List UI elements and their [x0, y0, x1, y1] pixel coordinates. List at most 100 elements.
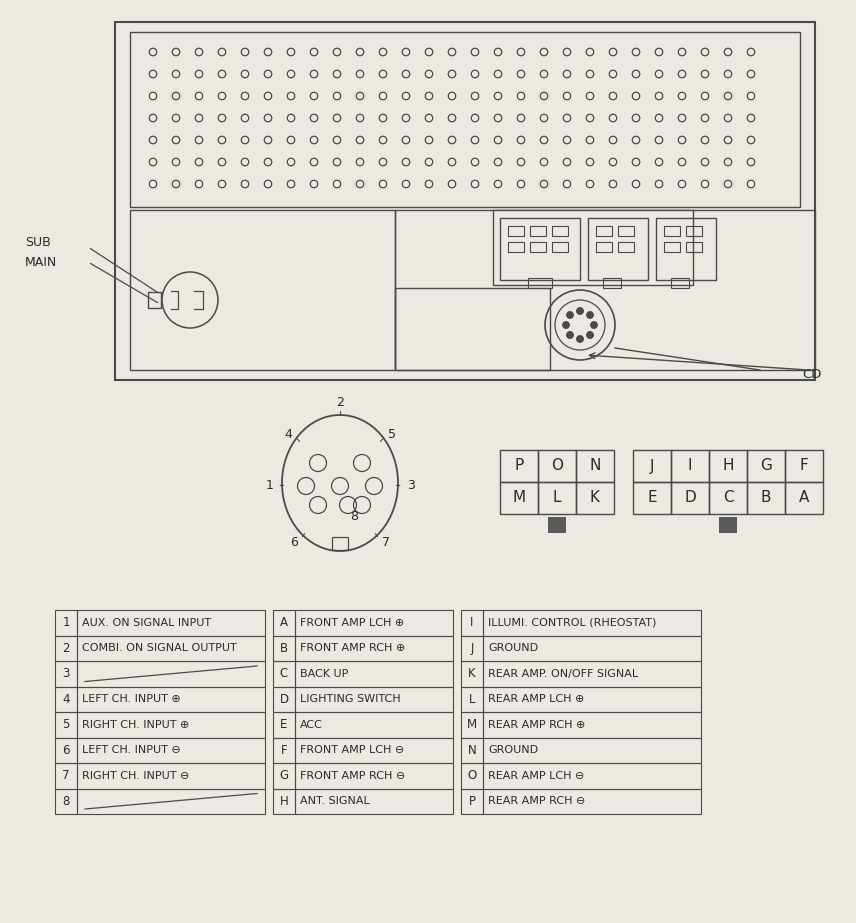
- Bar: [77, 661, 265, 687]
- Bar: [664, 226, 680, 236]
- Bar: [77, 687, 265, 712]
- Bar: [295, 763, 453, 788]
- Text: FRONT AMP LCH ⊖: FRONT AMP LCH ⊖: [300, 745, 404, 755]
- Bar: [785, 482, 823, 514]
- Bar: [618, 226, 634, 236]
- Text: N: N: [589, 459, 601, 473]
- Text: M: M: [513, 490, 526, 506]
- Text: FRONT AMP LCH ⊕: FRONT AMP LCH ⊕: [300, 617, 404, 628]
- Text: L: L: [553, 490, 562, 506]
- Bar: [548, 517, 566, 533]
- Bar: [273, 788, 295, 814]
- Bar: [461, 737, 483, 763]
- Text: GROUND: GROUND: [488, 745, 538, 755]
- Bar: [273, 661, 295, 687]
- Text: P: P: [514, 459, 524, 473]
- Text: 3: 3: [407, 479, 414, 492]
- Text: 6: 6: [290, 536, 298, 549]
- Bar: [273, 687, 295, 712]
- Text: J: J: [470, 641, 473, 654]
- Bar: [719, 517, 737, 533]
- Text: RIGHT CH. INPUT ⊖: RIGHT CH. INPUT ⊖: [82, 771, 189, 781]
- Text: P: P: [468, 795, 475, 808]
- Bar: [500, 482, 538, 514]
- Text: B: B: [280, 641, 288, 654]
- Circle shape: [586, 331, 593, 339]
- Text: G: G: [279, 769, 288, 783]
- Bar: [273, 610, 295, 636]
- Text: ILLUMI. CONTROL (RHEOSTAT): ILLUMI. CONTROL (RHEOSTAT): [488, 617, 657, 628]
- Circle shape: [562, 321, 569, 329]
- Text: REAR AMP. ON/OFF SIGNAL: REAR AMP. ON/OFF SIGNAL: [488, 669, 638, 678]
- Text: M: M: [467, 718, 477, 731]
- Bar: [77, 763, 265, 788]
- Bar: [395, 288, 550, 370]
- Bar: [295, 661, 453, 687]
- Text: F: F: [800, 459, 808, 473]
- Bar: [483, 610, 701, 636]
- Text: REAR AMP RCH ⊕: REAR AMP RCH ⊕: [488, 720, 586, 730]
- Bar: [295, 788, 453, 814]
- Bar: [483, 687, 701, 712]
- Text: ANT. SIGNAL: ANT. SIGNAL: [300, 797, 370, 807]
- Bar: [596, 226, 612, 236]
- Bar: [115, 22, 815, 380]
- Text: B: B: [761, 490, 771, 506]
- Text: 5: 5: [388, 427, 395, 440]
- Bar: [686, 226, 702, 236]
- Text: D: D: [279, 693, 288, 706]
- Bar: [130, 210, 395, 370]
- Bar: [295, 636, 453, 661]
- Bar: [295, 712, 453, 737]
- Bar: [77, 712, 265, 737]
- Text: H: H: [280, 795, 288, 808]
- Bar: [618, 242, 634, 252]
- Circle shape: [591, 321, 597, 329]
- Text: REAR AMP RCH ⊖: REAR AMP RCH ⊖: [488, 797, 586, 807]
- Text: C: C: [280, 667, 288, 680]
- Text: O: O: [551, 459, 563, 473]
- Bar: [55, 788, 77, 814]
- Bar: [55, 610, 77, 636]
- Text: 1: 1: [62, 617, 69, 629]
- Text: MAIN: MAIN: [25, 256, 57, 269]
- Text: 8: 8: [350, 510, 359, 523]
- Text: 5: 5: [62, 718, 69, 731]
- Text: O: O: [467, 769, 477, 783]
- Text: LIGHTING SWITCH: LIGHTING SWITCH: [300, 694, 401, 704]
- Bar: [295, 737, 453, 763]
- Text: H: H: [722, 459, 734, 473]
- Bar: [709, 450, 747, 482]
- Text: G: G: [760, 459, 772, 473]
- Text: ACC: ACC: [300, 720, 323, 730]
- Text: REAR AMP LCH ⊖: REAR AMP LCH ⊖: [488, 771, 585, 781]
- Circle shape: [576, 307, 584, 315]
- Bar: [55, 687, 77, 712]
- Bar: [55, 763, 77, 788]
- Text: AUX. ON SIGNAL INPUT: AUX. ON SIGNAL INPUT: [82, 617, 211, 628]
- Bar: [77, 610, 265, 636]
- Text: F: F: [281, 744, 288, 757]
- Bar: [656, 218, 716, 280]
- Bar: [461, 661, 483, 687]
- Text: 7: 7: [382, 536, 389, 549]
- Bar: [493, 210, 693, 285]
- Bar: [664, 242, 680, 252]
- Bar: [508, 242, 524, 252]
- Text: FRONT AMP RCH ⊕: FRONT AMP RCH ⊕: [300, 643, 405, 653]
- Bar: [395, 210, 815, 370]
- Text: E: E: [280, 718, 288, 731]
- Text: 4: 4: [284, 427, 293, 440]
- Bar: [273, 712, 295, 737]
- Bar: [530, 242, 546, 252]
- Bar: [273, 737, 295, 763]
- Bar: [461, 712, 483, 737]
- Bar: [461, 636, 483, 661]
- Bar: [785, 450, 823, 482]
- Bar: [552, 242, 568, 252]
- Bar: [500, 218, 580, 280]
- Bar: [552, 226, 568, 236]
- Text: FRONT AMP RCH ⊖: FRONT AMP RCH ⊖: [300, 771, 405, 781]
- Bar: [538, 482, 576, 514]
- Text: K: K: [468, 667, 476, 680]
